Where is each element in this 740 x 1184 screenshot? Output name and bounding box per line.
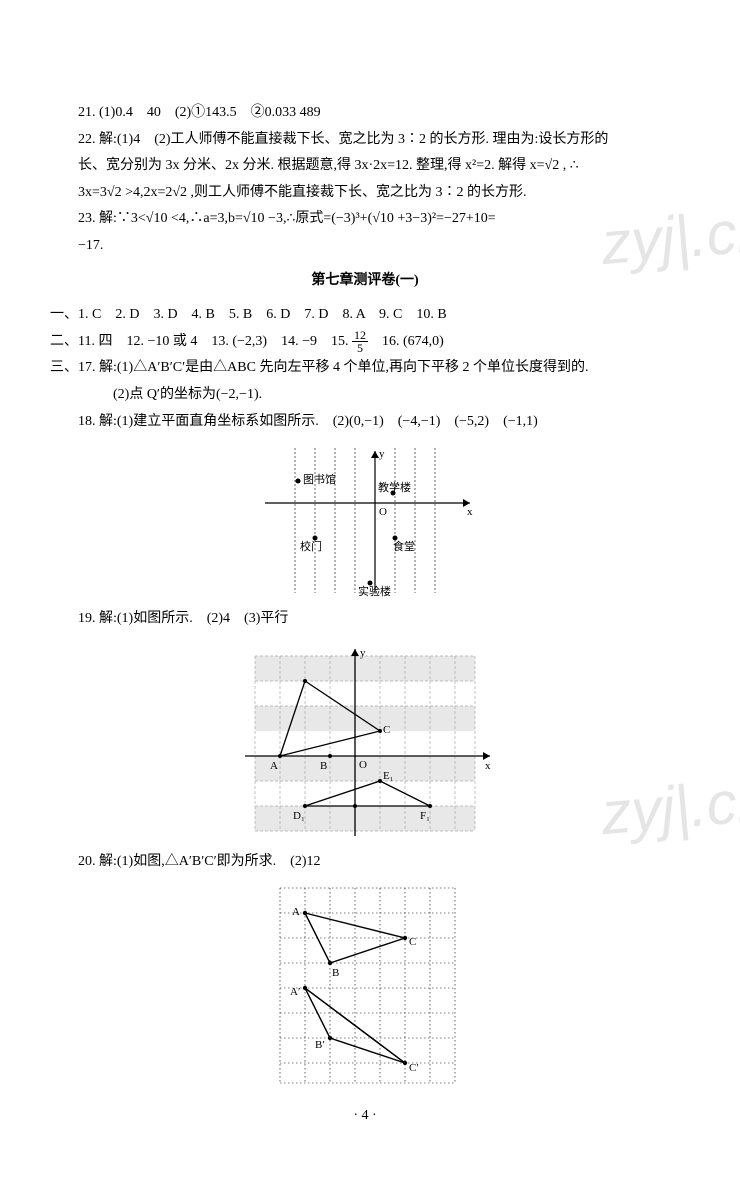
answer-20: 20. 解:(1)如图,△A′B′C′即为所求. (2)12 <box>50 849 680 876</box>
fig19-E: E₁ <box>383 770 394 782</box>
answer-23-line1: 23. 解:∵3<√10 <4,∴a=3,b=√10 −3,∴原式=(−3)³+… <box>50 206 680 233</box>
chapter-title: 第七章测评卷(一) <box>50 268 680 295</box>
fig18-p1: 图书馆 <box>303 472 336 486</box>
fig19-y: y <box>360 647 366 659</box>
fig19-D: D₁ <box>293 810 305 822</box>
fig19-B: B <box>320 760 327 772</box>
page-footer: · 4 · <box>50 1103 680 1130</box>
answer-17-line1: 三、17. 解:(1)△A′B′C′是由△ABC 先向左平移 4 个单位,再向下… <box>50 355 680 382</box>
fig18-p4: 食堂 <box>393 539 415 553</box>
frac-15: 125 <box>352 329 368 354</box>
fig19-F: F₁ <box>420 810 430 822</box>
answer-21: 21. (1)0.4 40 (2)①143.5 ②0.033 489 <box>50 100 680 127</box>
fig20-B1: B′ <box>315 1039 325 1051</box>
answer-19: 19. 解:(1)如图所示. (2)4 (3)平行 <box>50 606 680 633</box>
fig19-o: O <box>359 759 367 771</box>
fig18-x-label: x <box>467 506 473 518</box>
fig20-B: B <box>332 967 339 979</box>
fig18-p3: 校门 <box>300 539 322 553</box>
section-2: 二、11. 四 12. −10 或 4 13. (−2,3) 14. −9 15… <box>50 329 680 356</box>
fig20-C1: C′ <box>409 1062 419 1074</box>
section-1: 一、1. C 2. D 3. D 4. B 5. B 6. D 7. D 8. … <box>50 302 680 329</box>
answer-22-line1: 22. 解:(1)4 (2)工人师傅不能直接裁下长、宽之比为 3∶2 的长方形.… <box>50 127 680 154</box>
fig20-A: A <box>292 906 300 918</box>
answer-22-line2: 长、宽分别为 3x 分米、2x 分米. 根据题意,得 3x·2x=12. 整理,… <box>50 153 680 180</box>
figure-19: y x O A C B D₁ E₁ F₁ <box>225 641 505 841</box>
fig19-A: A <box>270 760 278 772</box>
section-2-b: 16. (674,0) <box>368 334 444 349</box>
section-2-a: 二、11. 四 12. −10 或 4 13. (−2,3) 14. −9 15… <box>50 334 352 349</box>
answer-17-line2: (2)点 Q′的坐标为(−2,−1). <box>50 382 680 409</box>
answer-18: 18. 解:(1)建立平面直角坐标系如图所示. (2)(0,−1) (−4,−1… <box>50 409 680 436</box>
fig20-C: C <box>409 936 416 948</box>
fig20-A1: A′ <box>290 986 300 998</box>
fig18-origin: O <box>379 506 387 518</box>
fig19-x: x <box>485 760 491 772</box>
answer-22-line3: 3x=3√2 >4,2x=2√2 ,则工人师傅不能直接裁下长、宽之比为 3∶2 … <box>50 180 680 207</box>
answer-23-line2: −17. <box>50 233 680 260</box>
fig18-p2: 教学楼 <box>378 480 411 494</box>
figure-20: A B C A′ B′ C′ <box>260 883 470 1088</box>
fig19-C: C <box>383 724 390 736</box>
fig18-p5: 实验楼 <box>358 584 391 598</box>
figure-18: y x O 图书馆 教学楼 校门 食堂 实验楼 <box>245 443 485 598</box>
fig18-y-label: y <box>379 448 385 460</box>
